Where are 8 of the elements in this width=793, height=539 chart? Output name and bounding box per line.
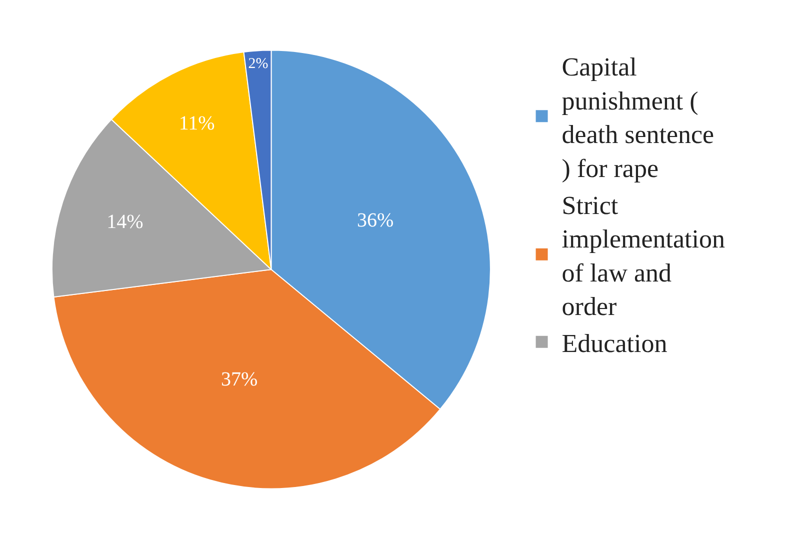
data-label: 37% (220, 368, 258, 390)
legend-label: Education (562, 328, 668, 358)
data-label: 11% (178, 112, 215, 135)
data-label: 14% (106, 210, 144, 233)
data-label: 36% (357, 209, 394, 232)
legend-label: Strict implementation of law and order (562, 190, 725, 322)
legend-label: Capital punishment ( death sentence ) for rape (562, 52, 714, 183)
data-label: 2% (248, 56, 268, 72)
